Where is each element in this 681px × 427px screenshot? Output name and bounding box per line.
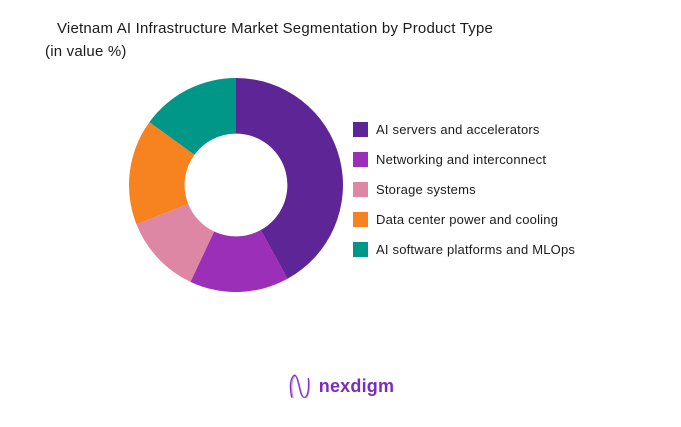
donut-segment-3 — [136, 203, 215, 282]
legend-label: AI software platforms and MLOps — [376, 242, 576, 257]
donut-segment-2 — [190, 230, 288, 293]
legend-swatch-icon — [353, 152, 368, 167]
chart-title: Vietnam AI Infrastructure Market Segment… — [45, 17, 493, 63]
donut-segment-5 — [149, 78, 236, 155]
legend-label: AI servers and accelerators — [376, 122, 540, 137]
legend-item-4: Data center power and cooling — [353, 212, 575, 227]
chart-title-line1: Vietnam AI Infrastructure Market Segment… — [57, 20, 494, 37]
donut-segment-1 — [236, 78, 343, 279]
nexdigm-logo: nexdigm — [0, 371, 681, 401]
nexdigm-logo-text: nexdigm — [318, 375, 395, 396]
legend-item-1: AI servers and accelerators — [353, 122, 575, 137]
legend-swatch-icon — [353, 122, 368, 137]
donut-segment-4 — [128, 122, 195, 225]
legend-label: Storage systems — [376, 182, 476, 197]
chart-title-line2: (in value %) — [45, 43, 127, 60]
legend-label: Networking and interconnect — [376, 152, 547, 167]
legend: AI servers and accelerators Networking an… — [353, 122, 575, 257]
legend-swatch-icon — [353, 212, 368, 227]
nexdigm-logo-icon — [289, 374, 310, 399]
legend-item-5: AI software platforms and MLOps — [353, 242, 575, 257]
legend-item-2: Networking and interconnect — [353, 152, 575, 167]
donut-chart — [128, 78, 343, 293]
legend-swatch-icon — [353, 242, 368, 257]
donut-svg — [128, 78, 343, 293]
legend-label: Data center power and cooling — [376, 212, 559, 227]
legend-swatch-icon — [353, 182, 368, 197]
legend-item-3: Storage systems — [353, 182, 575, 197]
